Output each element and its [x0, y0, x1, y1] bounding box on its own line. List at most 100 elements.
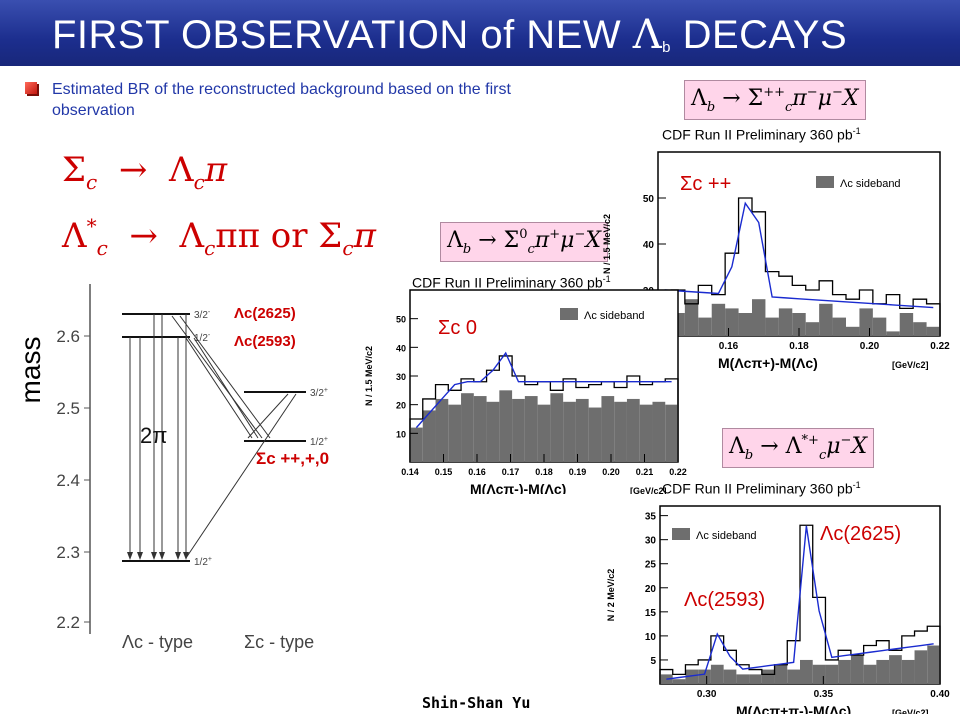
- sideband-bar: [825, 664, 839, 684]
- y-tick-label: 20: [645, 584, 657, 595]
- transition-arrows: [129, 314, 297, 559]
- sideband-bar: [448, 404, 462, 462]
- x-tick-label: 0.18: [789, 341, 809, 352]
- x-axis-unit: [GeV/c2]: [892, 360, 929, 370]
- two-pi-label: 2π: [140, 423, 167, 448]
- sideband-bar: [698, 317, 712, 336]
- sideband-bar: [725, 308, 739, 336]
- bullet-icon: [25, 82, 37, 94]
- level-label: 1/2-: [194, 332, 211, 344]
- sideband-bar: [698, 669, 711, 684]
- level-label: 3/2+: [310, 387, 328, 399]
- fit-curve: [666, 525, 934, 680]
- sideband-bar: [738, 313, 752, 336]
- mass-level-diagram: mass 2.6 2.5 2.4 2.3 2.2 3/2- 1/2- 1/2+ …: [15, 284, 329, 652]
- ytick-label: 2.4: [56, 471, 80, 490]
- x-tick-label: 0.16: [468, 467, 486, 477]
- sideband-bar: [537, 404, 551, 462]
- peak-label-lambda-c-2625: Λc(2625): [820, 523, 901, 545]
- sideband-bar: [685, 669, 699, 684]
- sideband-bar: [765, 317, 779, 336]
- x-axis-unit: [GeV/c2]: [892, 708, 929, 714]
- x-axis-label: M(Λcπ+π-)-M(Λc): [736, 703, 851, 714]
- sideband-bar: [461, 393, 474, 462]
- x-tick-label: 0.40: [930, 689, 950, 700]
- ytick-label: 2.6: [56, 327, 80, 346]
- preliminary-label: CDF Run II Preliminary 360 pb-1: [662, 126, 861, 143]
- sideband-bar: [588, 407, 602, 462]
- y-tick-label: 20: [396, 401, 406, 411]
- y-tick-label: 25: [645, 560, 657, 571]
- title-bar: [0, 0, 960, 66]
- equation-sigma-c-decay: Σc → Λcπ: [62, 150, 228, 194]
- y-tick-label: 35: [645, 512, 657, 523]
- x-tick-label: 0.14: [401, 467, 419, 477]
- sideband-bar: [752, 299, 766, 336]
- y-tick-label: 50: [643, 194, 655, 205]
- histogram-lambda-c-star: 0.30 0.35 0.40 5 10 15 20 25 30 35 N / 2 MeV/c2 M(Λ…: [606, 505, 950, 714]
- data-histogram: [657, 197, 941, 336]
- y-tick-label: 15: [645, 608, 657, 619]
- sideband-bar: [778, 308, 793, 336]
- sideband-bar: [563, 401, 576, 462]
- footer-author: Shin-Shan Yu: [422, 694, 531, 712]
- sideband-bar: [665, 404, 678, 462]
- mass-axis-label: mass: [15, 337, 46, 404]
- ytick-label: 2.2: [56, 613, 80, 632]
- equation-lambda-c-star-decay: Λ*c → Λcππ or Σcπ: [62, 214, 376, 260]
- sideband-bar: [859, 308, 873, 336]
- sideband-bar: [435, 398, 449, 462]
- x-axis-label: M(Λcπ-)-M(Λc): [470, 481, 566, 494]
- decay-box-sigma-pp: Λb → Σ++cπ−μ−X: [684, 80, 866, 120]
- sideband-bar: [800, 659, 813, 684]
- fit-curve: [664, 201, 934, 309]
- x-tick-label: 0.18: [535, 467, 553, 477]
- y-tick-label: 10: [396, 429, 406, 439]
- preliminary-label: CDF Run II Preliminary 360 pb-1: [412, 274, 611, 291]
- sideband-bar: [410, 427, 423, 462]
- decay-box-sigma-0: Λb → Σ0cπ+μ−X: [440, 222, 609, 262]
- sideband-bar: [913, 322, 927, 336]
- sideband-bar: [499, 390, 513, 462]
- y-tick-label: 50: [396, 315, 406, 325]
- x-tick-label: 0.22: [930, 341, 950, 352]
- level-label: 3/2-: [194, 309, 211, 321]
- legend-swatch: [816, 176, 834, 188]
- y-tick-label: 30: [396, 372, 406, 382]
- level-label: 1/2+: [310, 436, 328, 448]
- sideband-bar: [901, 659, 915, 684]
- xlabel-lambda-c-type: Λc - type: [122, 632, 193, 652]
- sideband-bar: [846, 326, 860, 336]
- sideband-bar: [927, 645, 940, 684]
- label-lambda-c-2593: Λc(2593): [234, 333, 296, 350]
- x-tick-label: 0.20: [602, 467, 620, 477]
- sideband-bar: [422, 410, 436, 462]
- ytick-label: 2.3: [56, 543, 80, 562]
- sideband-bar: [761, 669, 775, 684]
- sideband-bar: [710, 664, 724, 684]
- x-tick-label: 0.35: [814, 689, 834, 700]
- x-axis-label: M(Λcπ+)-M(Λc): [718, 355, 818, 371]
- legend-label: Λc sideband: [696, 530, 757, 542]
- sideband-bar: [832, 317, 846, 336]
- sideband-bar: [872, 317, 887, 336]
- legend-swatch: [560, 308, 578, 320]
- sideband-bar: [805, 322, 820, 336]
- label-sigma-c: Σc ++,+,0: [256, 449, 329, 468]
- sideband-bar: [512, 398, 525, 462]
- x-tick-label: 0.19: [569, 467, 587, 477]
- y-tick-label: 5: [650, 656, 656, 667]
- x-axis-unit: [GeV/c2]: [630, 486, 667, 494]
- sideband-bar: [736, 674, 750, 684]
- sideband-bar: [899, 313, 914, 336]
- sideband-bar: [639, 404, 653, 462]
- sideband-bar: [863, 664, 877, 684]
- x-tick-label: 0.16: [719, 341, 739, 352]
- sideband-bar: [486, 401, 500, 462]
- sideband-bar: [711, 303, 726, 336]
- sideband-bar: [672, 679, 686, 684]
- arrow-heads: [127, 552, 189, 560]
- histogram-sigma-c-0: 0.14 0.15 0.16 0.17 0.18 0.19 0.20 0.21 0.22 10 20…: [364, 289, 687, 494]
- y-axis-label: N / 1.5 MeV/c2: [602, 214, 612, 274]
- bullet-text: Estimated BR of the reconstructed backgr…: [52, 81, 511, 119]
